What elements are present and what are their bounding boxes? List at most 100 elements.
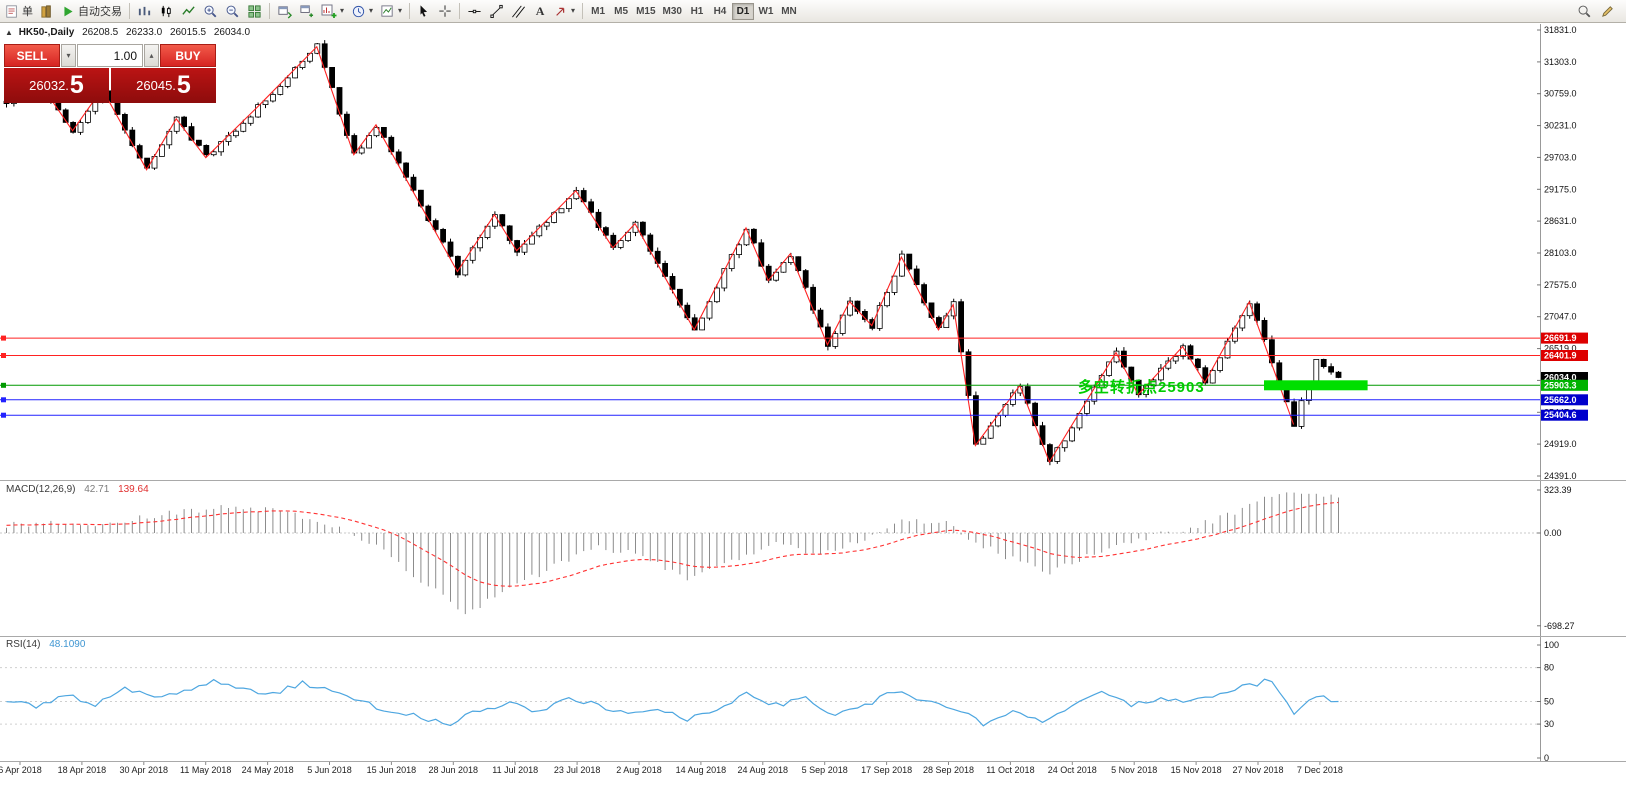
rsi-label: RSI(14) 48.1090: [6, 639, 91, 650]
price-axis-tick: 30759.0: [1544, 89, 1577, 99]
sell-price-button[interactable]: 26032. 5: [4, 68, 109, 103]
zoom-out-icon: [226, 5, 239, 17]
arrange-windows-button[interactable]: [296, 1, 317, 21]
rsi-panel: 100 80 50 30 0: [0, 640, 1559, 763]
new-chart-button[interactable]: ▾: [318, 1, 347, 21]
edit-button[interactable]: [1597, 1, 1618, 21]
bar-chart-icon: [138, 6, 151, 15]
lot-decrease-button[interactable]: ▾: [61, 44, 76, 67]
trendline-icon: [490, 4, 503, 18]
toolbar: 单 自动交易: [0, 0, 1626, 23]
templates-caret: ▾: [398, 6, 403, 15]
templates-icon: [381, 4, 393, 17]
date-label: 5 Jun 2018: [307, 765, 352, 775]
channel-icon: [512, 5, 526, 18]
buy-button[interactable]: BUY: [160, 44, 216, 67]
horizontal-lines[interactable]: [0, 335, 1540, 418]
buy-price-main: 26045.: [136, 78, 176, 93]
timeframe-d1-button[interactable]: D1: [731, 2, 754, 20]
horizontal-line-icon: [468, 9, 481, 13]
timeframe-h1-button[interactable]: H1: [686, 3, 708, 20]
text-tool-button[interactable]: A: [530, 1, 550, 21]
search-icon: [1578, 5, 1591, 17]
new-order-label: 单: [22, 6, 33, 18]
price-axis-tick: 26519.0: [1544, 344, 1577, 354]
market-books-button[interactable]: [37, 1, 58, 21]
date-label: 27 Nov 2018: [1232, 765, 1283, 775]
chart-collapse-icon[interactable]: ▲: [5, 28, 13, 37]
zoom-out-button[interactable]: [222, 1, 243, 21]
zoom-in-button[interactable]: [200, 1, 221, 21]
buy-price-big-digit: 5: [176, 71, 191, 99]
crosshair-tool-button[interactable]: [435, 1, 455, 21]
cursor-tool-button[interactable]: [414, 1, 434, 21]
bar-chart-mode-button[interactable]: [134, 1, 155, 21]
candlestick-mode-button[interactable]: [156, 1, 177, 21]
timeframe-h4-button[interactable]: H4: [709, 3, 731, 20]
timeframe-w1-button[interactable]: W1: [755, 3, 777, 20]
price-tag-label: 25404.6: [1544, 410, 1577, 420]
sell-button[interactable]: SELL: [4, 44, 60, 67]
highlight-box[interactable]: [1264, 380, 1368, 391]
new-chart-icon: [321, 4, 337, 18]
rsi-axis-tick: 80: [1544, 663, 1554, 673]
date-label: 11 Oct 2018: [986, 765, 1034, 775]
date-label: 18 Apr 2018: [58, 765, 107, 775]
price-axis[interactable]: 31831.0 31303.0 30759.0 30231.0 29703.0 29175…: [0, 24, 1626, 762]
lot-increase-button[interactable]: ▴: [144, 44, 159, 67]
macd-main-value: 42.71: [84, 484, 110, 495]
new-order-button[interactable]: 单: [2, 1, 36, 21]
timeframe-m1-button[interactable]: M1: [587, 3, 609, 20]
horizontal-line-tool-button[interactable]: [464, 1, 485, 21]
timeframe-mn-button[interactable]: MN: [778, 3, 800, 20]
ohlc-high: 26233.0: [126, 27, 163, 38]
search-button[interactable]: [1574, 1, 1595, 21]
autotrade-button[interactable]: 自动交易: [59, 1, 125, 21]
macd-panel: 323.39 0.00 -698.27: [0, 485, 1575, 631]
cascade-windows-icon: [278, 5, 292, 19]
line-chart-mode-button[interactable]: [178, 1, 199, 21]
date-label: 7 Dec 2018: [1297, 765, 1343, 775]
new-order-icon: [6, 4, 17, 18]
rsi-axis-tick: 0: [1544, 753, 1549, 763]
macd-name: MACD(12,26,9): [6, 484, 76, 495]
chart-header: ▲ HK50-,Daily 26208.5 26233.0 26015.5 26…: [5, 27, 255, 38]
buy-price-button[interactable]: 26045. 5: [111, 68, 216, 103]
channel-tool-button[interactable]: [508, 1, 529, 21]
arrow-objects-caret: ▾: [571, 6, 576, 15]
timeframe-m30-button[interactable]: M30: [660, 3, 685, 20]
arrow-objects-button[interactable]: ▾: [551, 1, 578, 21]
text-tool-icon: A: [535, 3, 545, 18]
price-axis-tick: 29703.0: [1544, 152, 1577, 162]
date-label: 28 Sep 2018: [923, 765, 974, 775]
price-axis-tick: 31303.0: [1544, 57, 1577, 67]
lot-input[interactable]: [77, 44, 143, 67]
sell-price-big-digit: 5: [69, 71, 84, 99]
price-tag-label: 25662.0: [1544, 395, 1577, 405]
tile-windows-button[interactable]: [244, 1, 265, 21]
timeframe-m15-button[interactable]: M15: [633, 3, 658, 20]
price-axis-tick: 27575.0: [1544, 280, 1577, 290]
cascade-windows-button[interactable]: [274, 1, 295, 21]
cursor-icon: [420, 5, 428, 17]
rsi-axis-tick: 30: [1544, 719, 1554, 729]
price-axis-tick: 30231.0: [1544, 121, 1577, 131]
date-label: 11 Jul 2018: [492, 765, 538, 775]
period-clock-button[interactable]: ▾: [348, 1, 376, 21]
trendline-tool-button[interactable]: [486, 1, 507, 21]
date-axis[interactable]: 6 Apr 2018 18 Apr 2018 30 Apr 2018 11 May 2…: [0, 762, 1343, 775]
price-axis-tick: 24919.0: [1544, 439, 1577, 449]
price-axis-tick: 29175.0: [1544, 184, 1577, 194]
toolbar-separator: [129, 3, 130, 19]
date-label: 24 Oct 2018: [1048, 765, 1097, 775]
chart-text-annotation[interactable]: 多空转折点25903: [1078, 379, 1205, 396]
clock-icon: [352, 5, 365, 17]
templates-button[interactable]: ▾: [377, 1, 405, 21]
timeframe-m5-button[interactable]: M5: [610, 3, 632, 20]
price-tag-label: 25903.3: [1544, 380, 1577, 390]
rsi-axis-tick: 50: [1544, 697, 1554, 707]
one-click-trading-panel: SELL ▾ ▴ BUY 26032. 5 26045. 5: [4, 44, 216, 103]
toolbar-separator: [269, 3, 270, 19]
date-label: 5 Nov 2018: [1111, 765, 1157, 775]
